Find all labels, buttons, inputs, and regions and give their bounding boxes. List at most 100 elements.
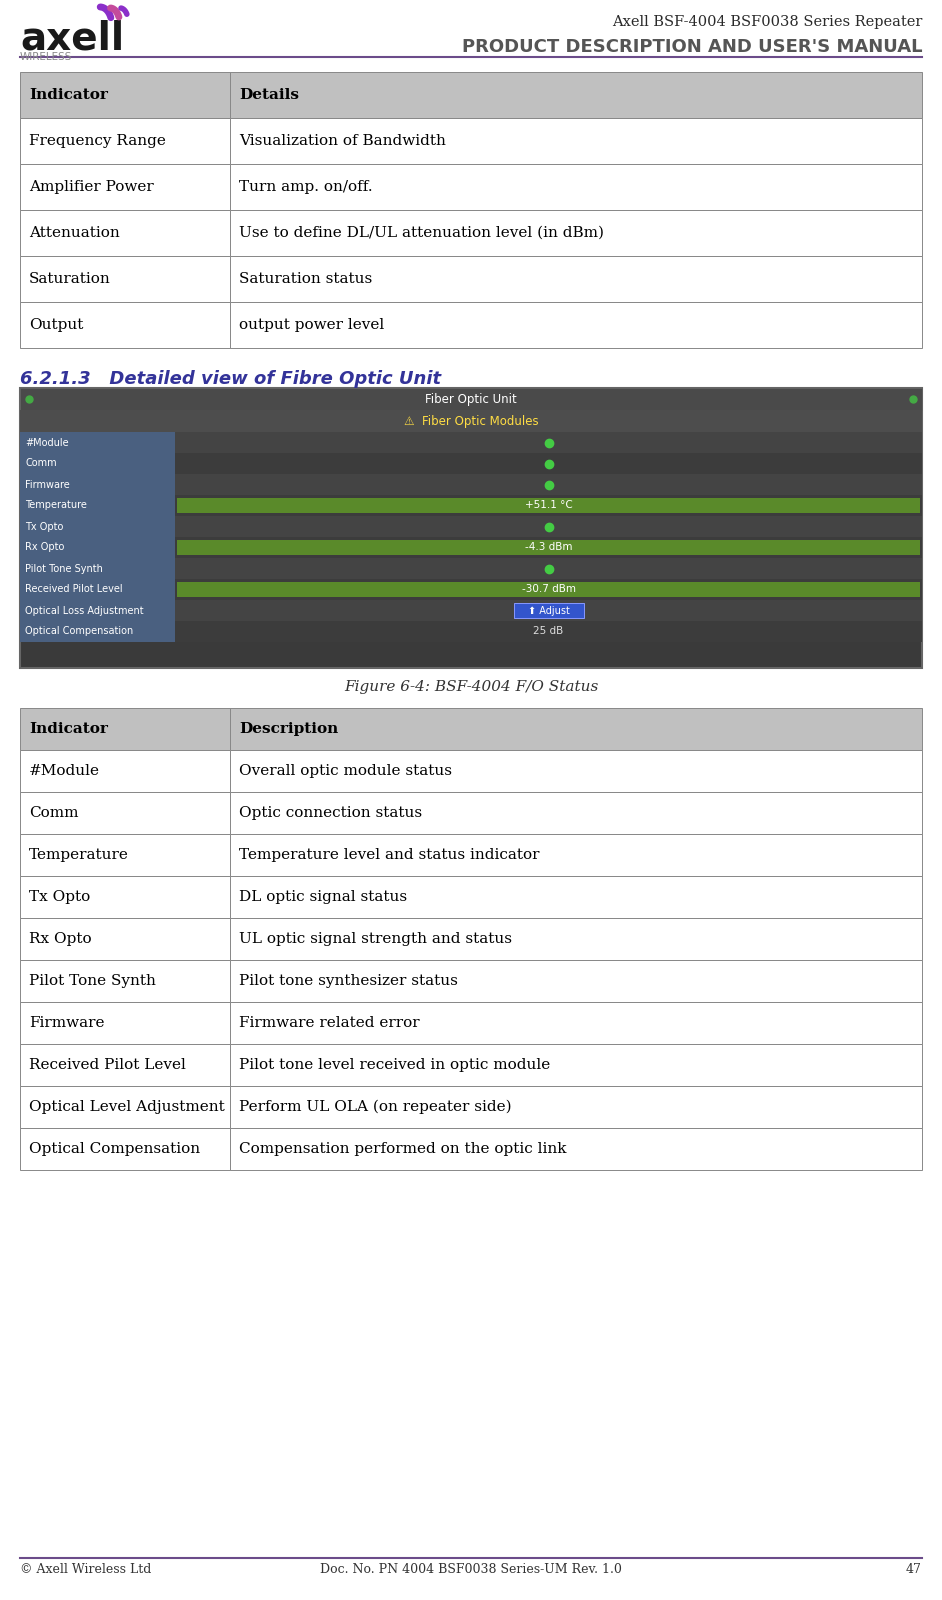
- Text: #Module: #Module: [29, 765, 100, 778]
- Text: Use to define DL/UL attenuation level (in dBm): Use to define DL/UL attenuation level (i…: [239, 226, 604, 240]
- Text: Details: Details: [239, 88, 299, 102]
- Text: Saturation: Saturation: [29, 272, 111, 286]
- Bar: [20, 474, 922, 494]
- Bar: [20, 515, 175, 538]
- Text: © Axell Wireless Ltd: © Axell Wireless Ltd: [20, 1563, 152, 1576]
- Bar: [20, 621, 175, 642]
- Text: Description: Description: [239, 722, 338, 736]
- Bar: [20, 918, 230, 960]
- Text: Optical Compensation: Optical Compensation: [25, 627, 133, 637]
- Text: Optical Loss Adjustment: Optical Loss Adjustment: [25, 605, 143, 616]
- Bar: [20, 1043, 230, 1086]
- Text: Attenuation: Attenuation: [29, 226, 120, 240]
- Text: Doc. No. PN 4004 BSF0038 Series-UM Rev. 1.0: Doc. No. PN 4004 BSF0038 Series-UM Rev. …: [320, 1563, 622, 1576]
- Bar: [20, 558, 922, 579]
- Bar: [20, 579, 175, 600]
- Bar: [230, 1086, 922, 1128]
- Bar: [230, 256, 922, 302]
- Text: Compensation performed on the optic link: Compensation performed on the optic link: [239, 1142, 566, 1155]
- Bar: [20, 1002, 230, 1043]
- Text: ⚠  Fiber Optic Modules: ⚠ Fiber Optic Modules: [404, 414, 538, 427]
- Bar: [20, 600, 175, 621]
- Bar: [177, 541, 920, 555]
- Bar: [20, 792, 230, 834]
- Text: Received Pilot Level: Received Pilot Level: [25, 584, 122, 595]
- Bar: [230, 877, 922, 918]
- Bar: [20, 210, 230, 256]
- Bar: [20, 453, 922, 474]
- Bar: [20, 750, 230, 792]
- Text: Figure 6-4: BSF-4004 F/O Status: Figure 6-4: BSF-4004 F/O Status: [344, 680, 598, 694]
- Bar: [177, 582, 920, 597]
- Bar: [177, 498, 920, 514]
- Bar: [230, 707, 922, 750]
- Text: 47: 47: [906, 1563, 922, 1576]
- Text: Firmware: Firmware: [25, 480, 70, 490]
- Text: Tx Opto: Tx Opto: [29, 890, 90, 904]
- Bar: [20, 538, 175, 558]
- Text: +51.1 °C: +51.1 °C: [525, 501, 573, 510]
- Bar: [20, 118, 230, 165]
- Text: axell: axell: [20, 19, 124, 58]
- Text: Comm: Comm: [25, 459, 57, 469]
- Text: PRODUCT DESCRIPTION AND USER'S MANUAL: PRODUCT DESCRIPTION AND USER'S MANUAL: [462, 38, 922, 56]
- Text: Firmware related error: Firmware related error: [239, 1016, 419, 1030]
- Bar: [230, 834, 922, 877]
- Text: Pilot tone synthesizer status: Pilot tone synthesizer status: [239, 974, 458, 987]
- Text: Indicator: Indicator: [29, 88, 108, 102]
- Text: Fiber Optic Unit: Fiber Optic Unit: [425, 392, 517, 405]
- Bar: [20, 165, 230, 210]
- Text: #Module: #Module: [25, 437, 69, 448]
- Bar: [20, 960, 230, 1002]
- Text: WIRELESS: WIRELESS: [20, 51, 73, 62]
- Text: Optical Compensation: Optical Compensation: [29, 1142, 200, 1155]
- Bar: [20, 558, 175, 579]
- Text: Axell BSF-4004 BSF0038 Series Repeater: Axell BSF-4004 BSF0038 Series Repeater: [611, 14, 922, 29]
- Bar: [20, 256, 230, 302]
- Bar: [20, 432, 922, 453]
- Bar: [20, 834, 230, 877]
- Bar: [20, 387, 922, 669]
- Bar: [20, 410, 922, 432]
- Text: Overall optic module status: Overall optic module status: [239, 765, 452, 778]
- Text: Optic connection status: Optic connection status: [239, 806, 422, 819]
- Bar: [20, 494, 922, 515]
- Bar: [20, 579, 922, 600]
- Text: Optical Level Adjustment: Optical Level Adjustment: [29, 1101, 225, 1114]
- Text: -4.3 dBm: -4.3 dBm: [525, 542, 572, 552]
- Bar: [230, 960, 922, 1002]
- Text: 6.2.1.3   Detailed view of Fibre Optic Unit: 6.2.1.3 Detailed view of Fibre Optic Uni…: [20, 370, 441, 387]
- Text: Firmware: Firmware: [29, 1016, 105, 1030]
- Text: Temperature: Temperature: [25, 501, 87, 510]
- Bar: [230, 118, 922, 165]
- Bar: [230, 165, 922, 210]
- Bar: [20, 302, 230, 349]
- Bar: [230, 72, 922, 118]
- Text: DL optic signal status: DL optic signal status: [239, 890, 407, 904]
- Bar: [230, 1043, 922, 1086]
- Bar: [20, 72, 230, 118]
- Text: Output: Output: [29, 318, 84, 333]
- Text: Pilot tone level received in optic module: Pilot tone level received in optic modul…: [239, 1058, 550, 1072]
- Bar: [513, 603, 583, 618]
- Bar: [20, 600, 922, 621]
- Text: Turn amp. on/off.: Turn amp. on/off.: [239, 179, 373, 194]
- Text: Visualization of Bandwidth: Visualization of Bandwidth: [239, 134, 446, 149]
- Bar: [20, 1086, 230, 1128]
- Bar: [230, 750, 922, 792]
- Text: Saturation status: Saturation status: [239, 272, 372, 286]
- Bar: [20, 494, 175, 515]
- Bar: [230, 302, 922, 349]
- Bar: [20, 877, 230, 918]
- Text: Perform UL OLA (on repeater side): Perform UL OLA (on repeater side): [239, 1099, 512, 1114]
- Bar: [230, 210, 922, 256]
- Text: Comm: Comm: [29, 806, 78, 819]
- Text: Rx Opto: Rx Opto: [29, 931, 91, 946]
- Text: -30.7 dBm: -30.7 dBm: [522, 584, 576, 595]
- Bar: [20, 707, 230, 750]
- Bar: [230, 1002, 922, 1043]
- Bar: [20, 538, 922, 558]
- Text: Pilot Tone Synth: Pilot Tone Synth: [29, 974, 155, 987]
- Bar: [20, 453, 175, 474]
- Text: Tx Opto: Tx Opto: [25, 522, 63, 531]
